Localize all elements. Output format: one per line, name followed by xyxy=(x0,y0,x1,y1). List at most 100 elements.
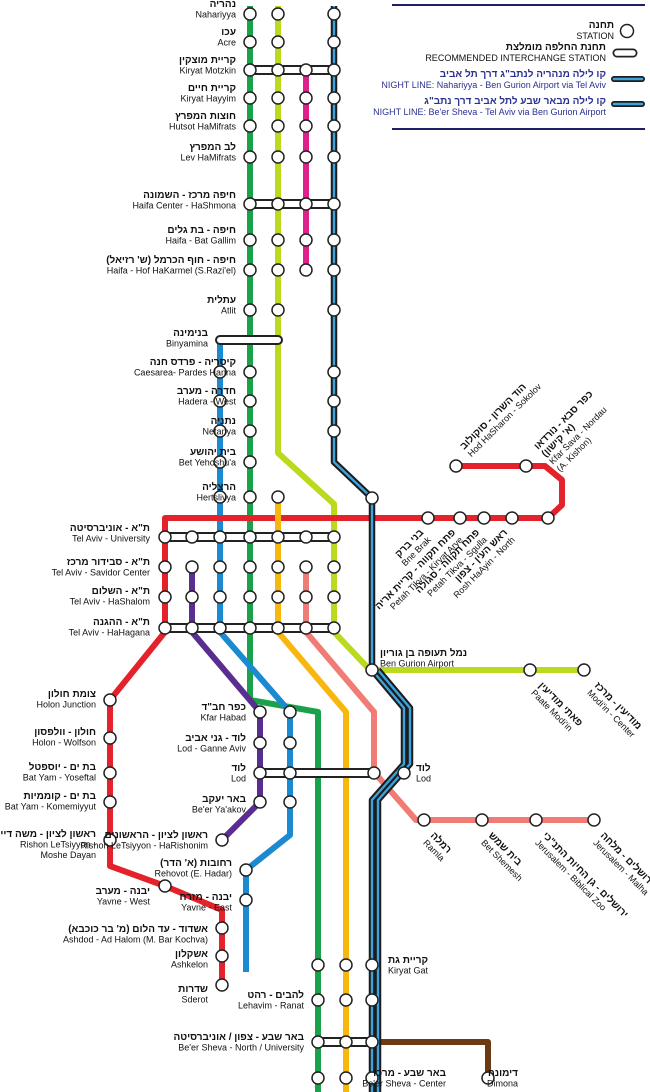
station-caesarea-250[interactable] xyxy=(243,365,257,379)
station-jerusalem_zoo[interactable] xyxy=(529,813,543,827)
station-ta_hashalom-278[interactable] xyxy=(271,590,285,604)
station-bet_yehoshua-250[interactable] xyxy=(243,455,257,469)
station-ta_savidor-278[interactable] xyxy=(271,560,285,574)
station-hadera-334[interactable] xyxy=(327,394,341,408)
station-atlit-278[interactable] xyxy=(271,303,285,317)
station-kiryat_gat-0[interactable] xyxy=(311,958,325,972)
station-ta_savidor-165[interactable] xyxy=(158,560,172,574)
station-ta_hahagana-165[interactable] xyxy=(158,621,172,635)
station-lehavim-1[interactable] xyxy=(339,993,353,1007)
station-yavne_west[interactable] xyxy=(158,879,172,893)
station-beer_sheva_center-0[interactable] xyxy=(311,1071,325,1085)
station-lehavim-0[interactable] xyxy=(311,993,325,1007)
station-paate_modiin[interactable] xyxy=(523,663,537,677)
station-ta_hashalom-165[interactable] xyxy=(158,590,172,604)
station-beer_sheva_north-2[interactable] xyxy=(365,1035,379,1049)
station-hutsot-334[interactable] xyxy=(327,119,341,133)
station-hod_hasharon[interactable] xyxy=(449,459,463,473)
station-bat_yam_yoseftal[interactable] xyxy=(103,766,117,780)
station-ta_savidor-306[interactable] xyxy=(299,560,313,574)
station-ta_hashalom-192[interactable] xyxy=(185,590,199,604)
station-holon_junction[interactable] xyxy=(103,693,117,707)
station-bat_yam_komemiyut[interactable] xyxy=(103,795,117,809)
station-atlit-250[interactable] xyxy=(243,303,257,317)
station-pt_sgulla[interactable] xyxy=(477,511,491,525)
station-ta_savidor-220[interactable] xyxy=(213,560,227,574)
station-ta_hashalom-306[interactable] xyxy=(299,590,313,604)
station-modiin_center[interactable] xyxy=(577,663,591,677)
station-nahariya-334[interactable] xyxy=(327,7,341,21)
station-ta_university-220[interactable] xyxy=(213,530,227,544)
station-kiryat_motzkin-278[interactable] xyxy=(271,63,285,77)
station-hutsot-306[interactable] xyxy=(299,119,313,133)
station-kiryat_gat-1[interactable] xyxy=(339,958,353,972)
station-sderot[interactable] xyxy=(215,978,229,992)
station-kiryat_gat-2[interactable] xyxy=(365,958,379,972)
station-ta_hahagana-278[interactable] xyxy=(271,621,285,635)
station-ta_savidor-334[interactable] xyxy=(327,560,341,574)
station-bne_brak[interactable] xyxy=(421,511,435,525)
station-hof_hakarmel-250[interactable] xyxy=(243,263,257,277)
station-dimona[interactable] xyxy=(481,1071,495,1085)
station-pt_kiryat_arye[interactable] xyxy=(453,511,467,525)
station-beer_sheva_center-1[interactable] xyxy=(339,1071,353,1085)
station-kiryat_motzkin-334[interactable] xyxy=(327,63,341,77)
station-kiryat_hayyim-278[interactable] xyxy=(271,91,285,105)
station-hof_hakarmel-334[interactable] xyxy=(327,263,341,277)
station-atlit-334[interactable] xyxy=(327,303,341,317)
station-ta_university-250[interactable] xyxy=(243,530,257,544)
station-ta_hashalom-220[interactable] xyxy=(213,590,227,604)
station-lod_left-salmon[interactable] xyxy=(367,766,381,780)
station-ta_hahagana-250[interactable] xyxy=(243,621,257,635)
station-lod_ganne_aviv[interactable] xyxy=(253,736,267,750)
station-ta_university-278[interactable] xyxy=(271,530,285,544)
station-ben_gurion[interactable] xyxy=(365,663,379,677)
station-ta_hahagana-306[interactable] xyxy=(299,621,313,635)
station-ta_savidor-250[interactable] xyxy=(243,560,257,574)
station-hof_hakarmel-306[interactable] xyxy=(299,263,313,277)
station-bet_shemesh[interactable] xyxy=(475,813,489,827)
station-lev_hamifrats-250[interactable] xyxy=(243,150,257,164)
station-haifa_center-306[interactable] xyxy=(299,197,313,211)
station-herzliya-250[interactable] xyxy=(243,490,257,504)
station-rosh_haayin[interactable] xyxy=(505,511,519,525)
station-ta_university-165[interactable] xyxy=(158,530,172,544)
station-ta_university-334[interactable] xyxy=(327,530,341,544)
station-lod_ganne_aviv-blue[interactable] xyxy=(283,736,297,750)
station-ta_university-192[interactable] xyxy=(185,530,199,544)
station-ta_savidor-192[interactable] xyxy=(185,560,199,574)
station-netanya-250[interactable] xyxy=(243,424,257,438)
station-hutsot-250[interactable] xyxy=(243,119,257,133)
station-caesarea-220[interactable] xyxy=(213,365,227,379)
station-netanya-334[interactable] xyxy=(327,424,341,438)
station-hof_hakarmel-278[interactable] xyxy=(271,263,285,277)
station-bat_gallim-278[interactable] xyxy=(271,233,285,247)
station-ta_hahagana-334[interactable] xyxy=(327,621,341,635)
station-kfar_habad-blue[interactable] xyxy=(283,705,297,719)
station-rehovot[interactable] xyxy=(239,863,253,877)
station-herzliya-278[interactable] xyxy=(271,490,285,504)
station-rishon_moshe_dayan[interactable] xyxy=(103,833,117,847)
station-lod_left-blue[interactable] xyxy=(283,766,297,780)
station-hutsot-278[interactable] xyxy=(271,119,285,133)
station-ta_hahagana-220[interactable] xyxy=(213,621,227,635)
station-kiryat_motzkin-250[interactable] xyxy=(243,63,257,77)
station-lev_hamifrats-278[interactable] xyxy=(271,150,285,164)
station-beer_sheva_north-0[interactable] xyxy=(311,1035,325,1049)
station-acre-250[interactable] xyxy=(243,35,257,49)
station-kiryat_hayyim-250[interactable] xyxy=(243,91,257,105)
station-kiryat_hayyim-334[interactable] xyxy=(327,91,341,105)
station-beer_yaakov[interactable] xyxy=(253,795,267,809)
station-netanya-220[interactable] xyxy=(213,424,227,438)
station-ta_hashalom-250[interactable] xyxy=(243,590,257,604)
station-bat_gallim-334[interactable] xyxy=(327,233,341,247)
station-haifa_center-334[interactable] xyxy=(327,197,341,211)
station-hub-upper[interactable] xyxy=(365,491,379,505)
station-acre-278[interactable] xyxy=(271,35,285,49)
station-holon_wolfson[interactable] xyxy=(103,731,117,745)
station-kfar_habad[interactable] xyxy=(253,705,267,719)
station-ashkelon[interactable] xyxy=(215,949,229,963)
station-beer_yaakov-blue[interactable] xyxy=(283,795,297,809)
station-lev_hamifrats-334[interactable] xyxy=(327,150,341,164)
station-kiryat_motzkin-306[interactable] xyxy=(299,63,313,77)
